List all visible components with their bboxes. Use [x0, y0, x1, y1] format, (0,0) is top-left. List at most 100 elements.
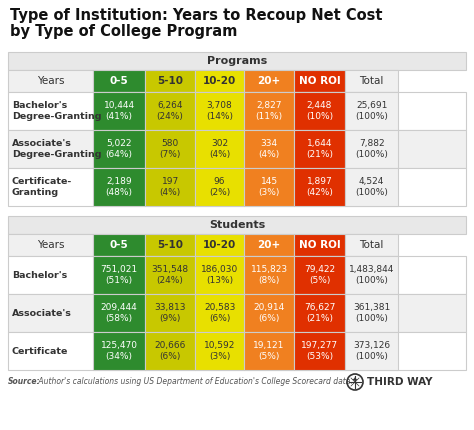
Text: NO ROI: NO ROI — [299, 76, 340, 86]
Text: Author's calculations using US Department of Education's College Scorecard data.: Author's calculations using US Departmen… — [36, 377, 353, 386]
Bar — [244, 168, 294, 206]
Bar — [8, 92, 466, 130]
Bar — [195, 256, 244, 294]
Text: Source:: Source: — [8, 377, 40, 386]
Text: Total: Total — [359, 76, 384, 86]
Bar — [93, 294, 146, 332]
Bar — [244, 294, 294, 332]
Bar — [93, 130, 146, 168]
Text: 33,813
(9%): 33,813 (9%) — [155, 303, 186, 323]
Bar — [345, 92, 398, 130]
Text: 197,277
(53%): 197,277 (53%) — [301, 341, 338, 361]
Text: 751,021
(51%): 751,021 (51%) — [100, 265, 137, 285]
Text: 20,914
(6%): 20,914 (6%) — [254, 303, 285, 323]
Bar — [244, 70, 294, 92]
Text: Associate's: Associate's — [12, 308, 72, 317]
Text: 145
(3%): 145 (3%) — [258, 177, 280, 197]
Bar — [195, 70, 244, 92]
Text: 10,592
(3%): 10,592 (3%) — [204, 341, 235, 361]
Bar — [93, 92, 146, 130]
Text: 20,583
(6%): 20,583 (6%) — [204, 303, 235, 323]
Bar — [195, 294, 244, 332]
Bar — [294, 256, 345, 294]
Bar — [244, 256, 294, 294]
Bar — [146, 234, 195, 256]
Bar — [8, 130, 466, 168]
Bar — [244, 130, 294, 168]
Bar — [146, 256, 195, 294]
Text: 76,627
(21%): 76,627 (21%) — [304, 303, 335, 323]
Text: 580
(7%): 580 (7%) — [159, 139, 181, 159]
Bar — [294, 332, 345, 370]
Text: Years: Years — [36, 240, 64, 250]
Bar — [345, 234, 398, 256]
Bar — [93, 256, 146, 294]
Bar — [8, 168, 466, 206]
Text: THIRD WAY: THIRD WAY — [367, 377, 432, 387]
Text: 0-5: 0-5 — [109, 76, 128, 86]
Bar — [8, 332, 466, 370]
Bar — [294, 234, 345, 256]
Text: 302
(4%): 302 (4%) — [209, 139, 230, 159]
Text: 361,381
(100%): 361,381 (100%) — [353, 303, 390, 323]
Text: Programs: Programs — [207, 56, 267, 66]
Bar — [244, 332, 294, 370]
Text: 10-20: 10-20 — [203, 240, 236, 250]
Text: 1,483,844
(100%): 1,483,844 (100%) — [349, 265, 394, 285]
Text: 96
(2%): 96 (2%) — [209, 177, 230, 197]
Text: 197
(4%): 197 (4%) — [160, 177, 181, 197]
Bar — [8, 234, 93, 256]
Bar — [294, 70, 345, 92]
Bar — [8, 70, 93, 92]
Bar — [93, 168, 146, 206]
Bar — [146, 130, 195, 168]
Bar — [345, 332, 398, 370]
Text: 125,470
(34%): 125,470 (34%) — [100, 341, 137, 361]
Bar — [294, 294, 345, 332]
Bar — [294, 92, 345, 130]
Text: 5-10: 5-10 — [157, 240, 183, 250]
Text: 79,422
(5%): 79,422 (5%) — [304, 265, 335, 285]
Text: 25,691
(100%): 25,691 (100%) — [355, 101, 388, 121]
Bar — [146, 332, 195, 370]
Text: NO ROI: NO ROI — [299, 240, 340, 250]
Text: 20+: 20+ — [257, 240, 281, 250]
Text: Associate's
Degree-Granting: Associate's Degree-Granting — [12, 139, 101, 159]
Bar — [146, 294, 195, 332]
Text: 20+: 20+ — [257, 76, 281, 86]
Text: 3,708
(14%): 3,708 (14%) — [206, 101, 233, 121]
Text: Type of Institution: Years to Recoup Net Cost: Type of Institution: Years to Recoup Net… — [10, 8, 383, 23]
Text: 209,444
(58%): 209,444 (58%) — [100, 303, 137, 323]
Bar — [345, 130, 398, 168]
Text: 2,189
(48%): 2,189 (48%) — [106, 177, 133, 197]
Bar — [93, 234, 146, 256]
Bar — [345, 168, 398, 206]
Text: Bachelor's: Bachelor's — [12, 270, 67, 280]
Bar — [345, 70, 398, 92]
Bar — [93, 70, 146, 92]
Text: 351,548
(24%): 351,548 (24%) — [152, 265, 189, 285]
Bar — [345, 294, 398, 332]
Text: by Type of College Program: by Type of College Program — [10, 24, 237, 39]
Bar — [146, 70, 195, 92]
Text: 2,448
(10%): 2,448 (10%) — [306, 101, 333, 121]
Bar — [294, 168, 345, 206]
Text: 6,264
(24%): 6,264 (24%) — [157, 101, 183, 121]
Text: 10-20: 10-20 — [203, 76, 236, 86]
Text: Years: Years — [36, 76, 64, 86]
Bar — [146, 168, 195, 206]
Text: 334
(4%): 334 (4%) — [258, 139, 280, 159]
Text: 1,897
(42%): 1,897 (42%) — [306, 177, 333, 197]
Text: 5-10: 5-10 — [157, 76, 183, 86]
Text: Certificate-
Granting: Certificate- Granting — [12, 177, 72, 197]
Text: 4,524
(100%): 4,524 (100%) — [355, 177, 388, 197]
Bar — [294, 130, 345, 168]
Bar — [244, 234, 294, 256]
Bar — [345, 256, 398, 294]
Bar — [8, 294, 466, 332]
Bar — [195, 130, 244, 168]
Text: 20,666
(6%): 20,666 (6%) — [155, 341, 186, 361]
Text: 1,644
(21%): 1,644 (21%) — [306, 139, 333, 159]
Text: Students: Students — [209, 220, 265, 230]
Text: ✦: ✦ — [352, 377, 358, 383]
